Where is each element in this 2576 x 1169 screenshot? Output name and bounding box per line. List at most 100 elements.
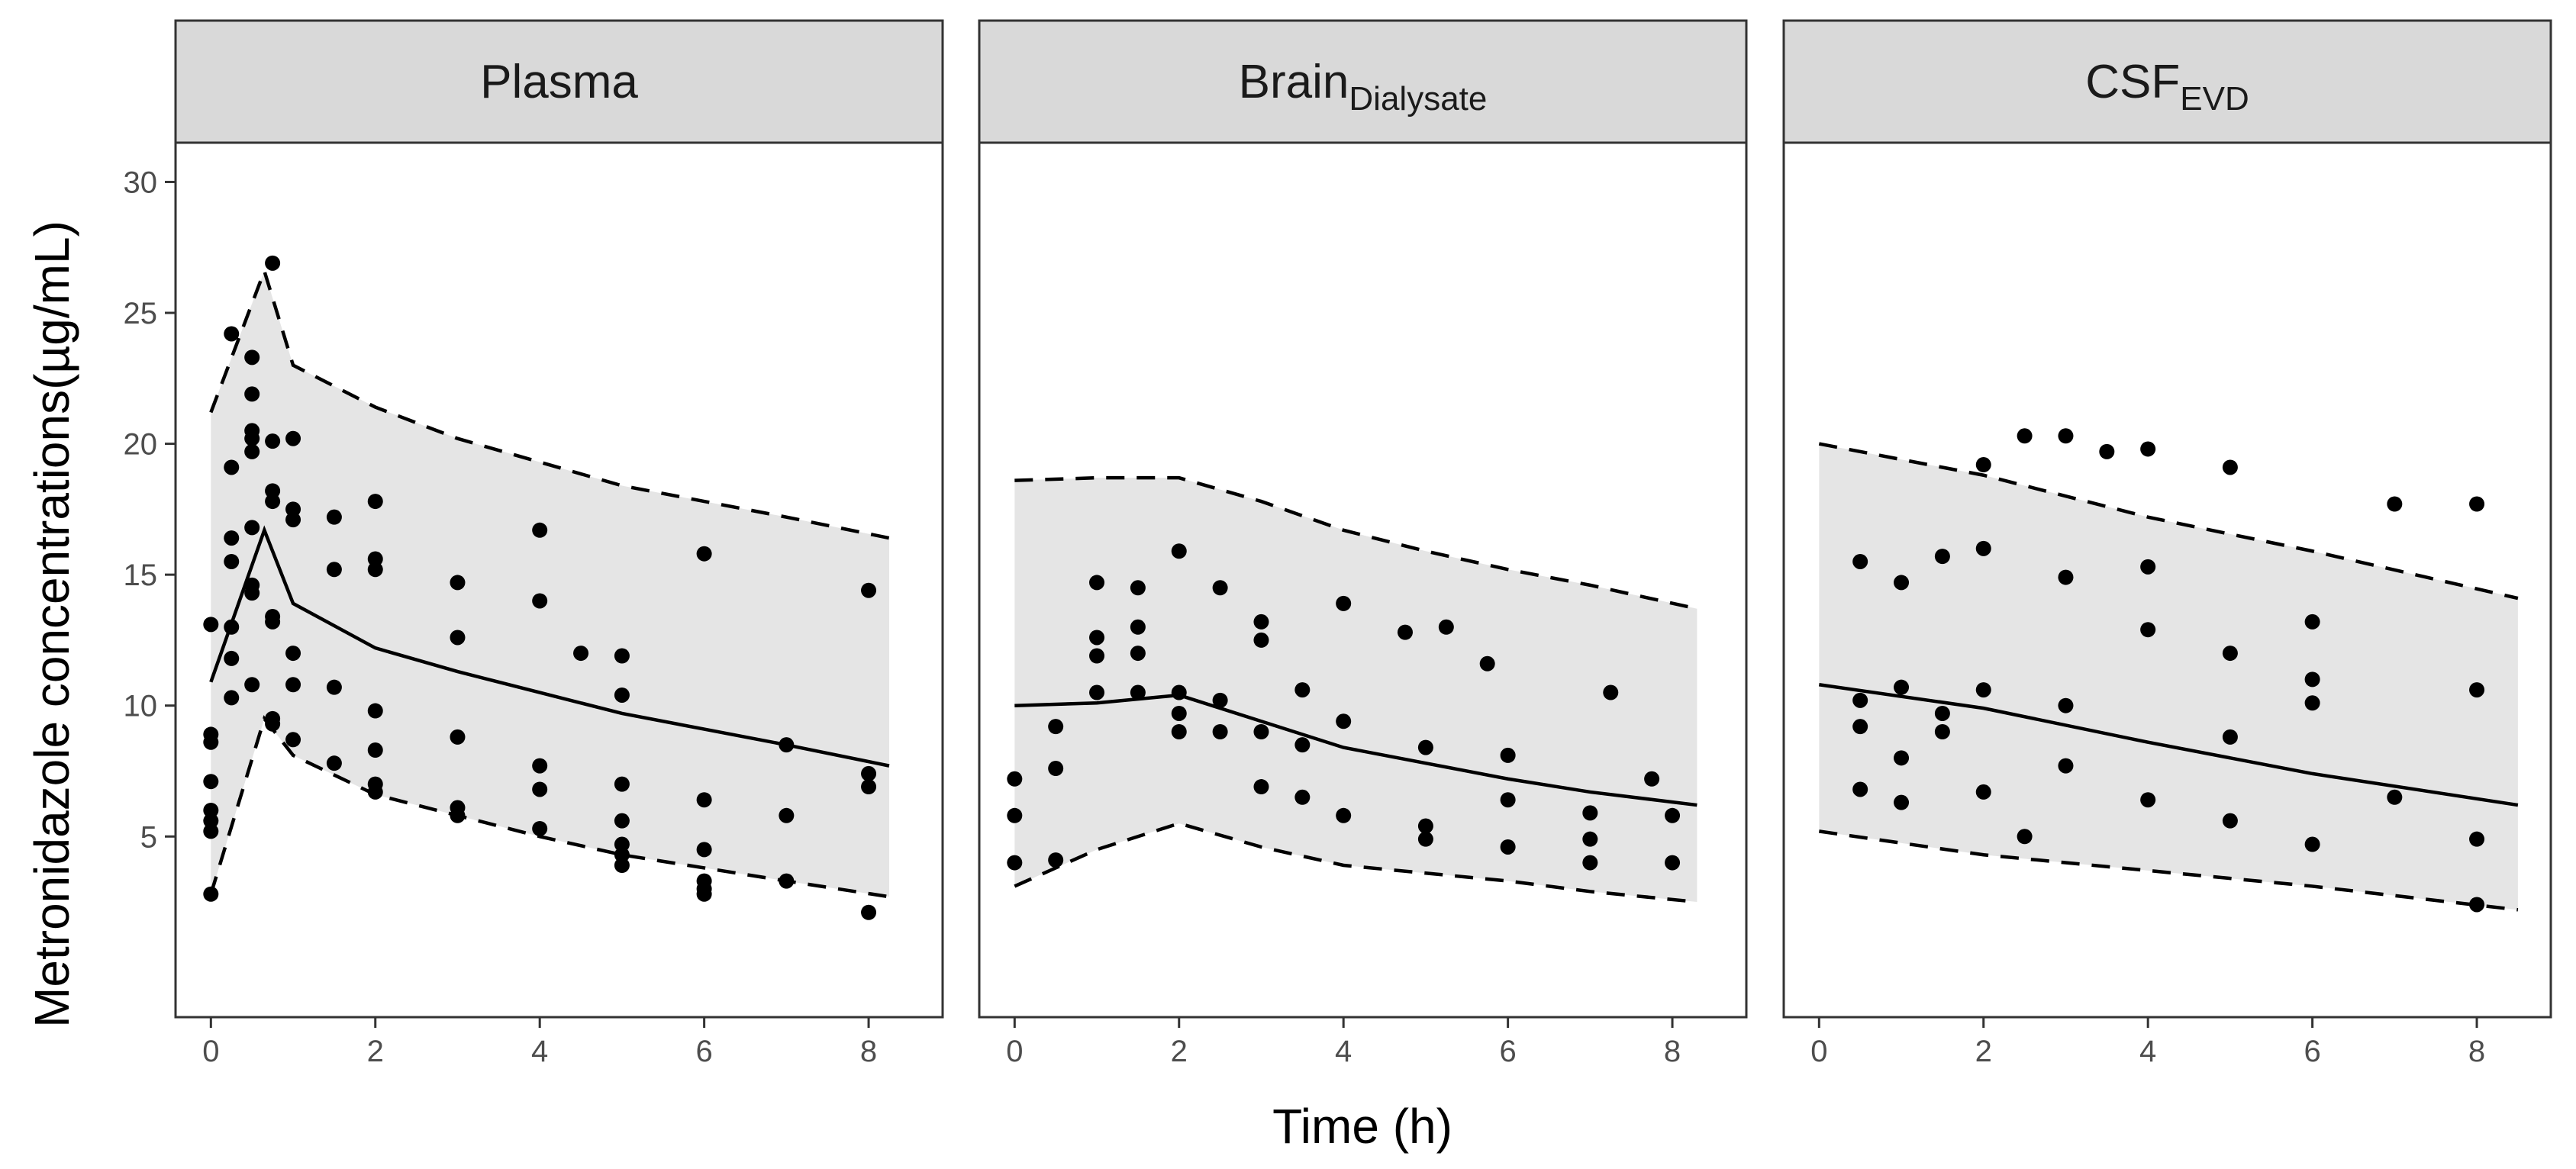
- observed-point: [285, 732, 301, 748]
- observed-point: [1130, 684, 1146, 700]
- observed-point: [2222, 813, 2238, 829]
- observed-point: [861, 904, 877, 920]
- observed-point: [367, 742, 383, 758]
- observed-point: [1089, 684, 1105, 700]
- prediction-band: [1014, 478, 1697, 903]
- panel-2: CSFEVD 0 2 4 6 8: [1782, 19, 2552, 1068]
- observed-point: [326, 509, 342, 525]
- observed-point: [367, 494, 383, 510]
- observed-point: [1253, 613, 1269, 630]
- observed-point: [614, 687, 630, 703]
- x-tick-label: 8: [860, 1035, 877, 1068]
- observed-point: [1007, 771, 1023, 787]
- observed-point: [1665, 807, 1681, 823]
- observed-point: [696, 873, 712, 889]
- observed-point: [203, 886, 219, 902]
- observed-point: [779, 873, 795, 889]
- observed-point: [285, 646, 301, 662]
- upper-percentile-line: [1014, 475, 1697, 610]
- observed-point: [614, 836, 630, 852]
- observed-point: [1130, 619, 1146, 635]
- observed-point: [244, 677, 260, 693]
- observed-point: [1603, 684, 1619, 700]
- observed-point: [861, 779, 877, 795]
- observed-point: [1294, 789, 1311, 805]
- observed-point: [1336, 595, 1352, 611]
- panel-title-main: Plasma: [480, 56, 638, 108]
- observed-point: [1894, 679, 1910, 695]
- observed-point: [1397, 624, 1413, 640]
- observed-point: [1479, 655, 1495, 671]
- y-tick-label: 20: [124, 428, 158, 462]
- observed-point: [1089, 630, 1105, 646]
- observed-point: [265, 255, 281, 271]
- observed-point: [2058, 428, 2074, 444]
- y-tick-label: 30: [124, 166, 158, 199]
- panel-strip: [174, 19, 944, 144]
- observed-point: [1894, 794, 1910, 810]
- observed-point: [1644, 771, 1660, 787]
- observed-point: [1294, 737, 1311, 753]
- observed-point: [244, 386, 260, 402]
- observed-point: [1253, 724, 1269, 740]
- observed-point: [2099, 443, 2115, 459]
- panel-title-subscript: EVD: [2180, 80, 2249, 118]
- observed-point: [265, 433, 281, 449]
- observed-point: [1894, 575, 1910, 591]
- x-tick-label: 2: [367, 1035, 384, 1068]
- observed-point: [1417, 739, 1433, 755]
- observed-point: [1212, 580, 1228, 596]
- x-tick-label: 4: [1335, 1035, 1352, 1068]
- x-tick-label: 6: [2304, 1035, 2320, 1068]
- lower-percentile-line: [1818, 829, 2519, 912]
- observed-point: [696, 546, 712, 562]
- x-tick-label: 8: [2468, 1035, 2485, 1068]
- observed-point: [203, 774, 219, 790]
- observed-point: [2058, 758, 2074, 774]
- x-tick-label: 8: [1664, 1035, 1681, 1068]
- x-tick-label: 2: [1975, 1035, 1992, 1068]
- median-line: [1014, 693, 1697, 807]
- observed-point: [1089, 575, 1105, 591]
- observed-point: [285, 430, 301, 446]
- observed-point: [1975, 682, 1991, 698]
- x-tick-label: 4: [531, 1035, 548, 1068]
- upper-percentile-line: [1818, 442, 2519, 601]
- observed-point: [532, 522, 548, 538]
- observed-point: [2222, 459, 2238, 475]
- observed-point: [1048, 719, 1064, 735]
- observed-point: [532, 758, 548, 774]
- observed-point: [1582, 855, 1598, 871]
- observed-point: [2058, 569, 2074, 585]
- observed-point: [285, 677, 301, 693]
- x-tick-label: 4: [2139, 1035, 2156, 1068]
- observed-point: [2304, 671, 2320, 688]
- panel-border: [978, 141, 1748, 1019]
- x-tick-label: 0: [1006, 1035, 1023, 1068]
- prediction-band: [211, 271, 889, 897]
- observed-point: [614, 776, 630, 792]
- observed-point: [1934, 549, 1950, 565]
- observed-point: [1048, 852, 1064, 868]
- y-tick-label: 15: [124, 559, 158, 592]
- y-axis-title: Metronidazole concentrations(µg/mL): [24, 221, 79, 1028]
- observed-point: [2140, 559, 2156, 575]
- x-tick-label: 2: [1171, 1035, 1188, 1068]
- observed-point: [285, 512, 301, 528]
- x-tick-label: 6: [1499, 1035, 1516, 1068]
- observed-point: [203, 802, 219, 818]
- observed-point: [861, 582, 877, 598]
- observed-point: [1212, 692, 1228, 708]
- observed-point: [2469, 682, 2485, 698]
- observed-point: [2058, 697, 2074, 713]
- observed-point: [1294, 682, 1311, 698]
- observed-point: [2387, 789, 2403, 805]
- observed-point: [2140, 441, 2156, 457]
- observed-point: [1253, 632, 1269, 648]
- observed-point: [779, 737, 795, 753]
- observed-point: [1975, 784, 1991, 800]
- observed-point: [244, 423, 260, 439]
- observed-point: [1212, 724, 1228, 740]
